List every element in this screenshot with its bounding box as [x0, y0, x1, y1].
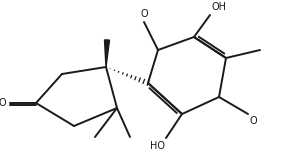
Polygon shape — [105, 40, 109, 67]
Text: O: O — [140, 9, 148, 19]
Text: O: O — [0, 98, 6, 108]
Text: OH: OH — [211, 2, 226, 12]
Text: HO: HO — [150, 141, 165, 151]
Text: O: O — [250, 116, 258, 126]
